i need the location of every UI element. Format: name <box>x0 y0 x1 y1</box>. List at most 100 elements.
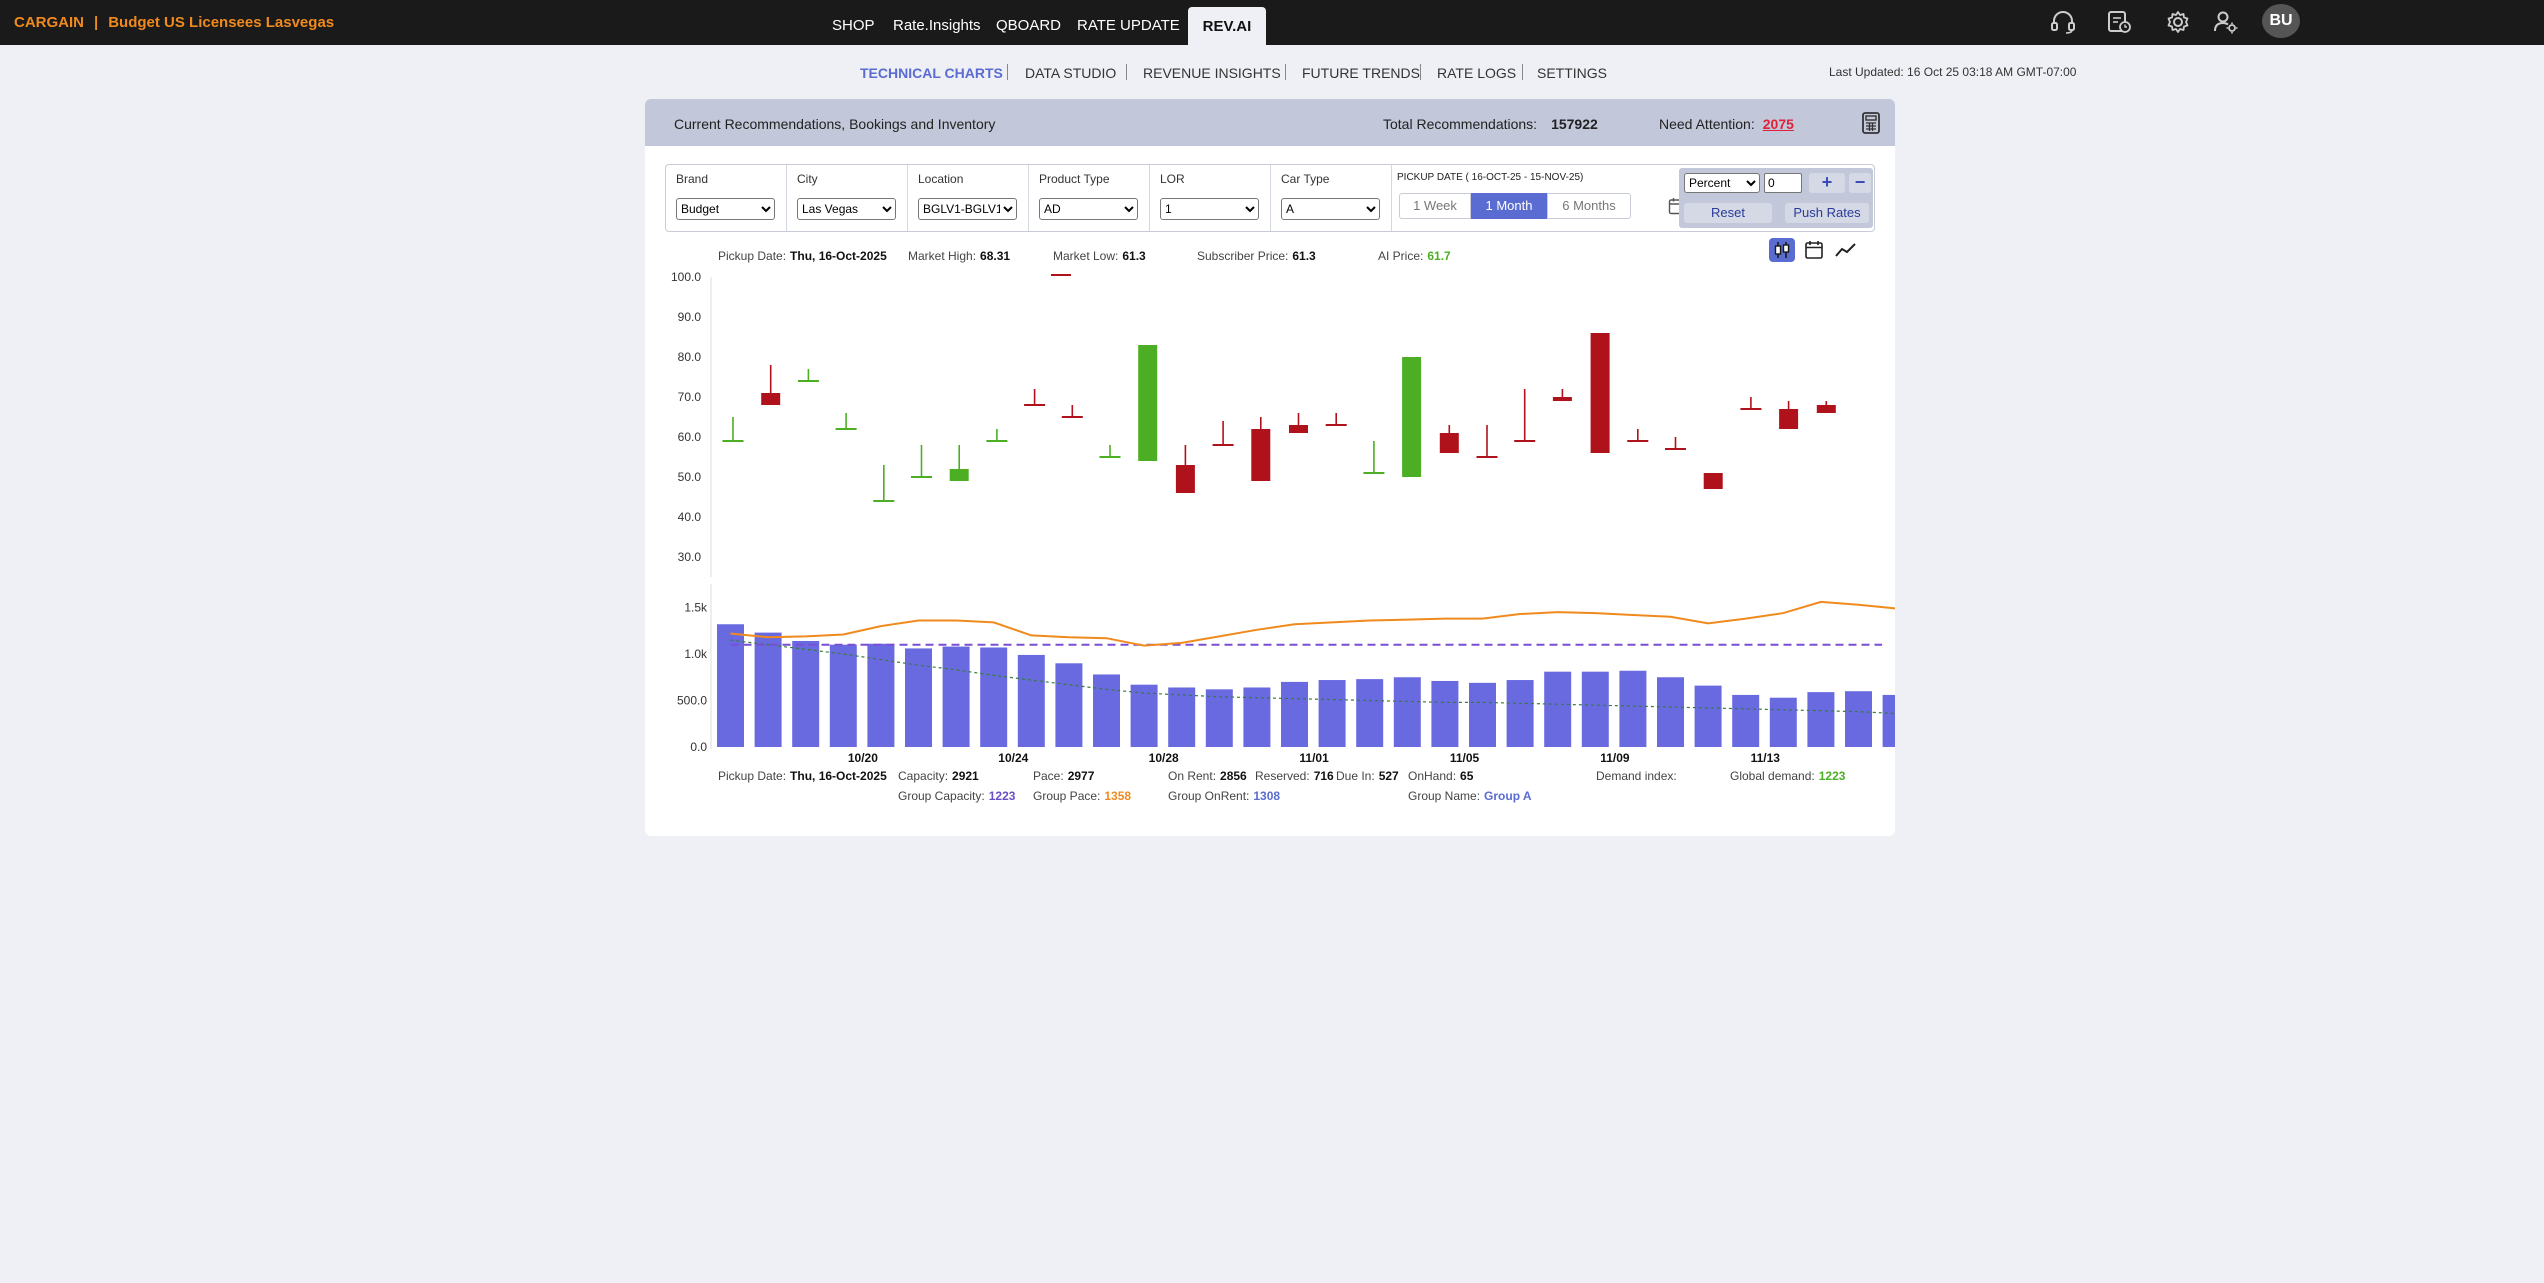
car-type-filter: Car Type A <box>1271 165 1392 231</box>
account-name: Budget US Licensees Lasvegas <box>108 14 335 31</box>
price-tick-label: 40.0 <box>678 510 702 524</box>
volume-tick-label: 0.0 <box>690 740 707 754</box>
nav-tab-rate-update[interactable]: RATE UPDATE <box>1077 17 1180 34</box>
user-avatar[interactable]: BU <box>2262 4 2300 38</box>
product-type-select[interactable]: AD <box>1039 198 1138 220</box>
booking-bar <box>754 632 782 747</box>
candle-body <box>986 440 1008 442</box>
candle-body <box>1138 345 1158 461</box>
nav-tab-qboard[interactable]: QBOARD <box>996 17 1062 34</box>
subtab-divider <box>1126 64 1127 80</box>
pickup-date-range-label: PICKUP DATE ( 16-OCT-25 - 15-NOV-25) <box>1397 172 1584 183</box>
booking-bar <box>1168 687 1196 747</box>
brand-separator: | <box>94 14 99 31</box>
candle-body <box>1816 405 1836 413</box>
subtab-data-studio[interactable]: DATA STUDIO <box>1025 65 1117 81</box>
price-pickup-date-label: Pickup Date: <box>718 249 787 263</box>
candle-body <box>1665 448 1686 450</box>
candle-body <box>835 428 857 430</box>
brand-title[interactable]: CARGAIN | Budget US Licensees Lasvegas <box>14 14 334 31</box>
city-filter-label: City <box>797 172 818 186</box>
market-high-value: 68.31 <box>980 249 1011 263</box>
line-view-button[interactable] <box>1833 238 1859 262</box>
filter-bar: Brand Budget City Las Vegas Location BGL… <box>665 164 1875 232</box>
settings-gear-icon[interactable] <box>2164 9 2192 35</box>
subtab-settings[interactable]: SETTINGS <box>1537 65 1608 81</box>
date-tick-label: 10/24 <box>998 751 1028 765</box>
candle-body <box>1325 424 1347 426</box>
ai-price-label: AI Price: <box>1378 249 1424 263</box>
pace-value: 2977 <box>1067 769 1095 783</box>
price-tick-label: 80.0 <box>678 350 702 364</box>
group-on-rent-label: Group OnRent: <box>1168 789 1250 803</box>
due-in-label: Due In: <box>1336 769 1375 783</box>
total-recommendations: Total Recommendations: 157922 <box>1383 116 1598 132</box>
group-pace: Group Pace: 1358 <box>1033 789 1131 803</box>
date-tick-label: 10/28 <box>1149 751 1179 765</box>
candle-body <box>1363 472 1385 474</box>
support-headset-icon[interactable] <box>2049 9 2077 35</box>
group-capacity-value: 1223 <box>988 789 1016 803</box>
booking-bar <box>792 640 820 747</box>
car-type-select[interactable]: A <box>1281 198 1380 220</box>
subtab-rate-logs[interactable]: RATE LOGS <box>1437 65 1517 81</box>
nav-tab-rate-insights[interactable]: Rate.Insights <box>893 17 981 34</box>
market-low: Market Low: 61.3 <box>1053 249 1146 263</box>
car-type-label: Car Type <box>1281 172 1330 186</box>
last-updated: Last Updated: 16 Oct 25 03:18 AM GMT-07:… <box>1829 65 2077 79</box>
range-1-month-button[interactable]: 1 Month <box>1471 193 1547 219</box>
price-pickup-date-value: Thu, 16-Oct-2025 <box>790 249 887 263</box>
capacity: Capacity: 2921 <box>898 769 979 783</box>
volume-pickup-date-label: Pickup Date: <box>718 769 787 783</box>
need-attention-link[interactable]: 2075 <box>1762 116 1794 132</box>
city-select[interactable]: Las Vegas <box>797 198 896 220</box>
booking-bar <box>1619 670 1647 747</box>
recommendations-card: Current Recommendations, Bookings and In… <box>645 99 1895 836</box>
booking-bar <box>1657 677 1684 747</box>
booking-bar <box>1882 694 1895 747</box>
increase-button[interactable]: + <box>1809 173 1845 193</box>
volume-tick-label: 500.0 <box>677 694 707 708</box>
price-tick-label: 100.0 <box>671 270 701 284</box>
brand-select[interactable]: Budget <box>676 198 775 220</box>
subtab-revenue-insights[interactable]: REVENUE INSIGHTS <box>1143 65 1281 81</box>
adjust-value-input[interactable] <box>1764 173 1802 193</box>
reset-button[interactable]: Reset <box>1684 203 1772 223</box>
subtab-future-trends[interactable]: FUTURE TRENDS <box>1302 65 1420 81</box>
adjust-mode-select[interactable]: Percent <box>1684 173 1760 193</box>
push-rates-button[interactable]: Push Rates <box>1785 203 1869 223</box>
booking-bar <box>1093 674 1120 747</box>
product-type-label: Product Type <box>1039 172 1110 186</box>
date-tick-label: 11/05 <box>1450 751 1480 765</box>
price-pickup-date: Pickup Date: Thu, 16-Oct-2025 <box>718 249 887 263</box>
nav-tab-shop[interactable]: SHOP <box>832 17 875 34</box>
price-tick-label: 60.0 <box>678 430 702 444</box>
candlestick-view-button[interactable] <box>1769 238 1795 262</box>
volume-tick-label: 1.5k <box>684 601 708 615</box>
user-settings-icon[interactable] <box>2212 9 2240 35</box>
range-1-week-button[interactable]: 1 Week <box>1399 193 1471 219</box>
pace-line <box>730 600 1895 647</box>
range-6-months-button[interactable]: 6 Months <box>1547 193 1631 219</box>
brand-filter: Brand Budget <box>666 165 787 231</box>
report-clock-icon[interactable] <box>2105 9 2133 35</box>
booking-bar <box>1469 682 1496 747</box>
date-tick-label: 11/13 <box>1751 751 1781 765</box>
on-hand-value: 65 <box>1460 769 1474 783</box>
global-demand-label: Global demand: <box>1730 769 1815 783</box>
location-select[interactable]: BGLV1-BGLV1 <box>918 198 1017 220</box>
spreadsheet-export-icon[interactable] <box>1861 112 1881 134</box>
ai-price-value: 61.7 <box>1427 249 1451 263</box>
lor-filter-label: LOR <box>1160 172 1185 186</box>
group-on-rent-value: 1308 <box>1253 789 1281 803</box>
subscriber-price: Subscriber Price: 61.3 <box>1197 249 1316 263</box>
calendar-view-button[interactable] <box>1801 238 1827 262</box>
subtab-technical-charts[interactable]: TECHNICAL CHARTS <box>860 65 1003 81</box>
nav-tab-rev-ai[interactable]: REV.AI <box>1188 7 1266 45</box>
date-tick-label: 10/20 <box>848 751 878 765</box>
price-tick-label: 50.0 <box>678 470 702 484</box>
booking-bar <box>1017 654 1045 747</box>
decrease-button[interactable]: − <box>1849 173 1871 193</box>
lor-select[interactable]: 1 <box>1160 198 1259 220</box>
booking-bar <box>1281 681 1308 747</box>
